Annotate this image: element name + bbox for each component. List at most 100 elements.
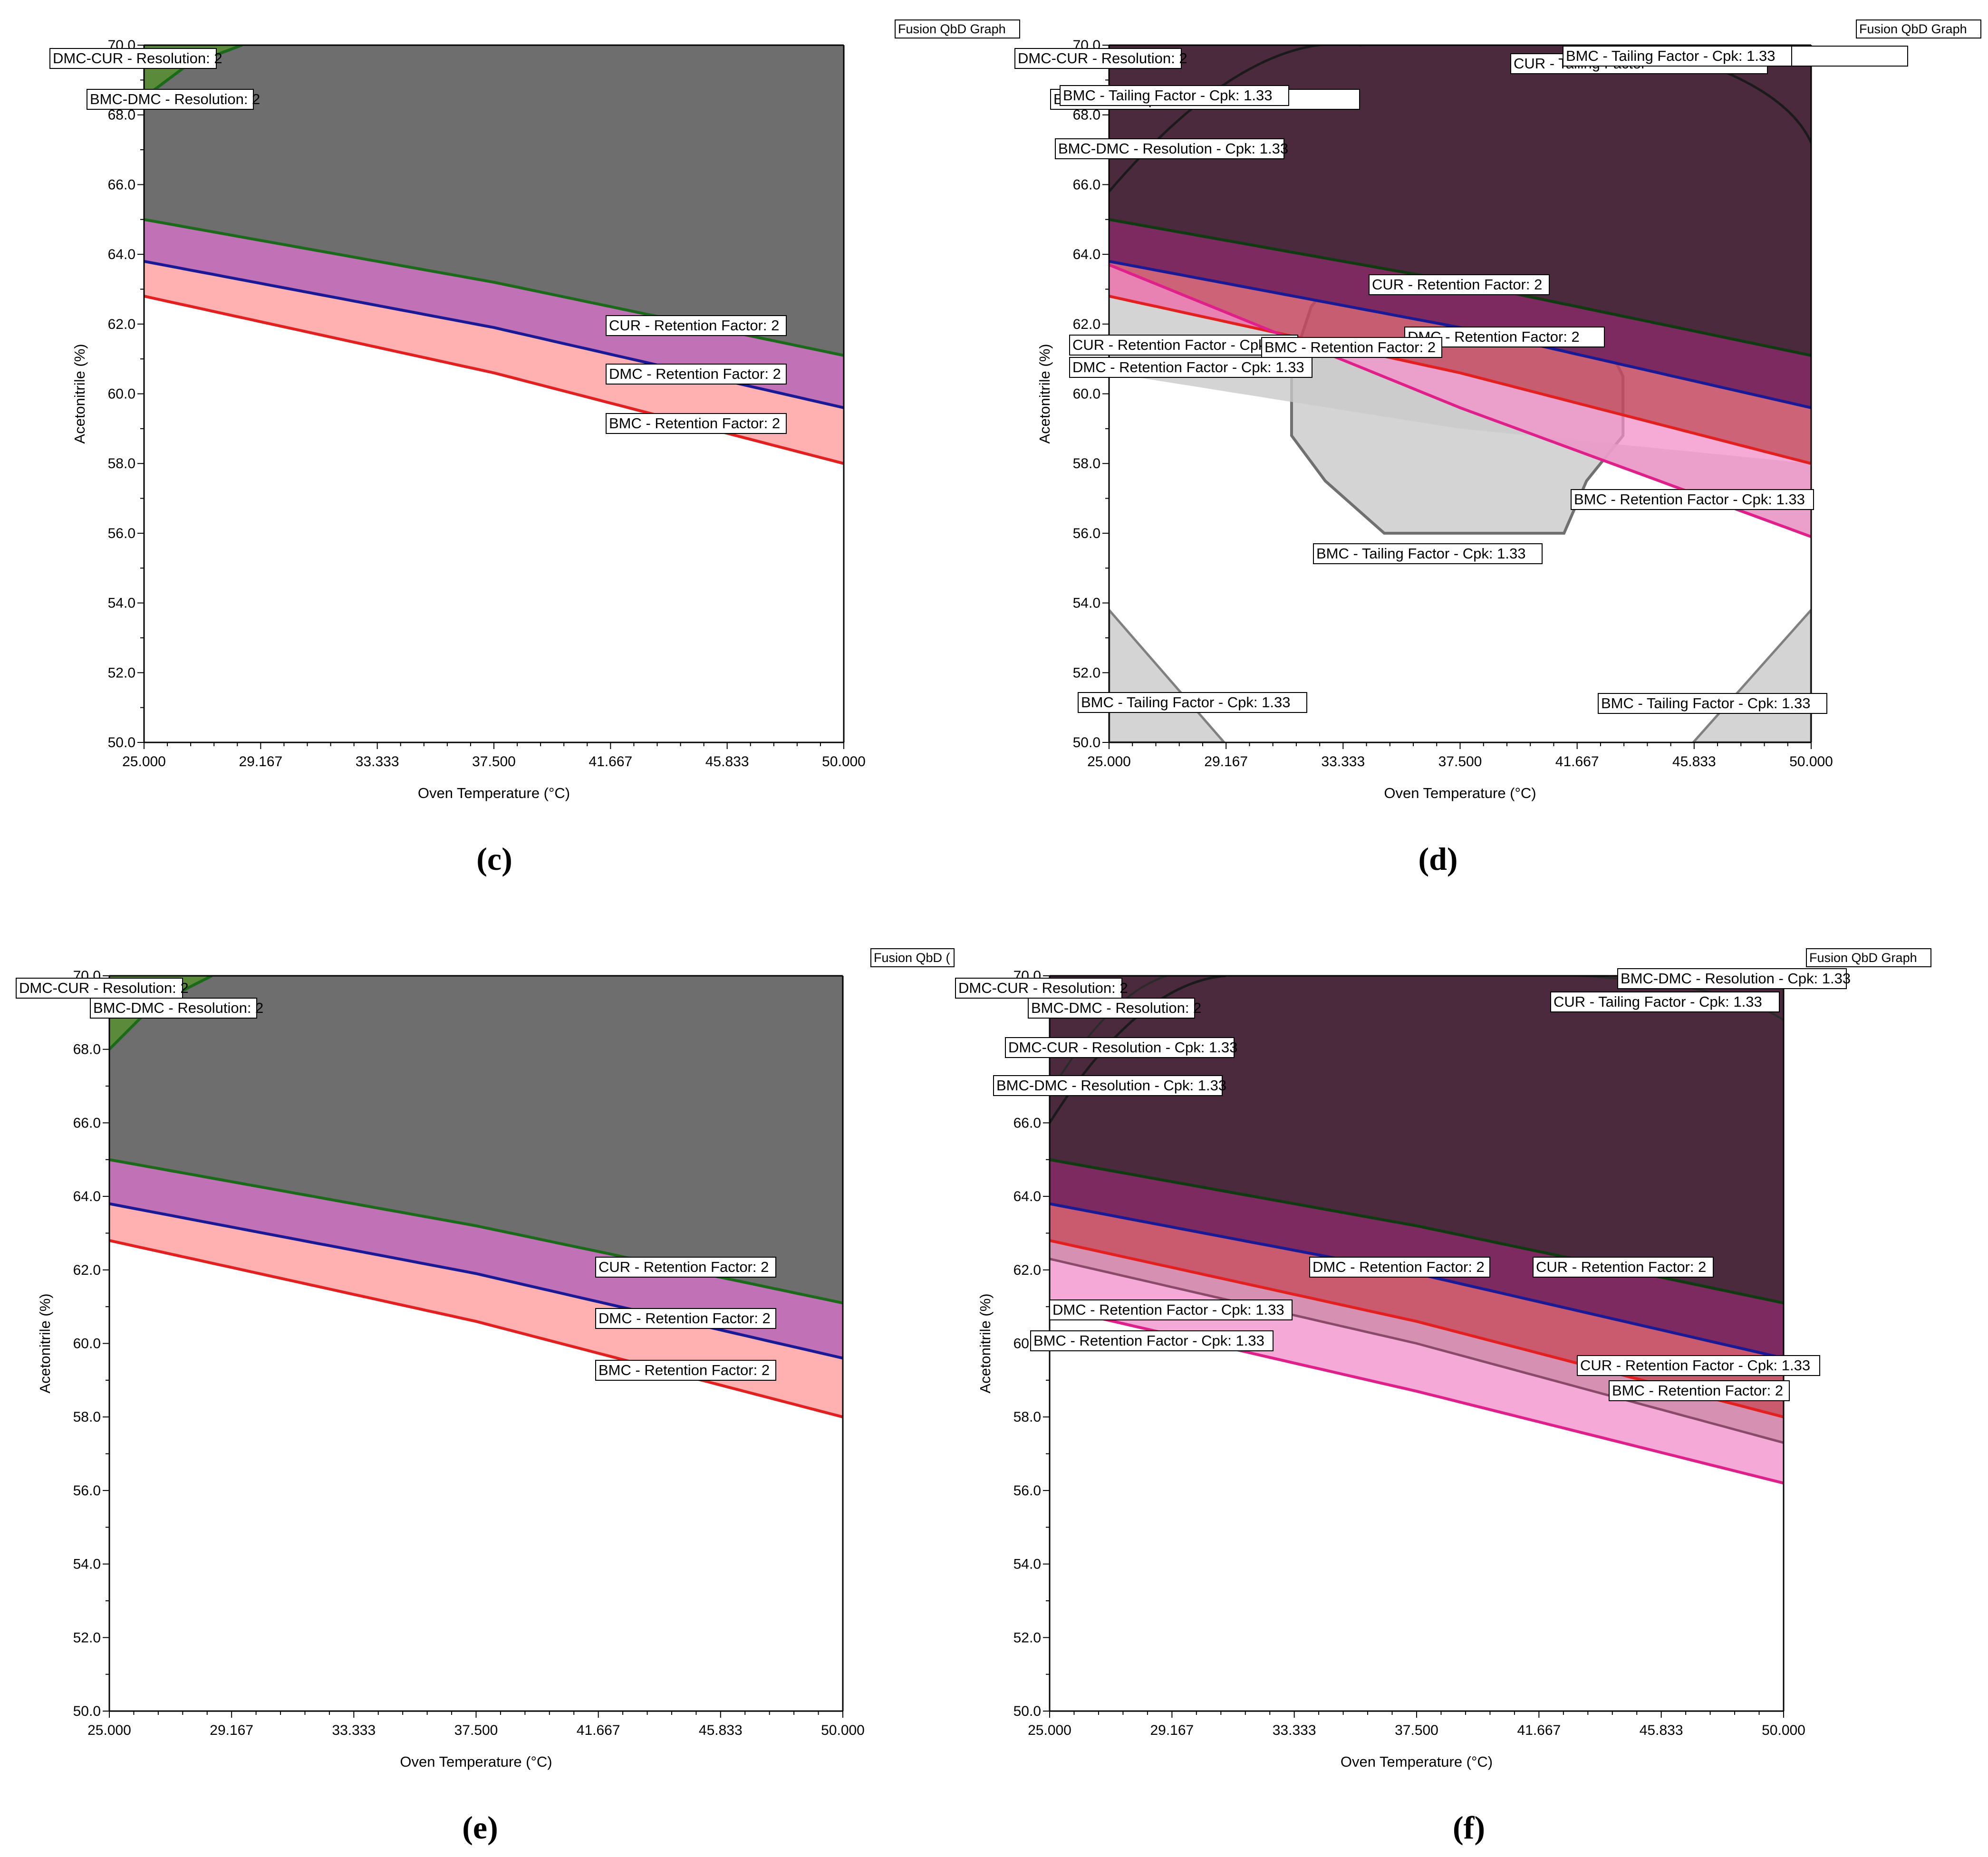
label-box <box>606 315 787 336</box>
label-box <box>1014 48 1182 69</box>
label-box <box>90 998 257 1019</box>
series-line-dmc-rf-cpk <box>1050 1258 1784 1444</box>
x-tick-label: 50.000 <box>1789 754 1833 770</box>
plot-area <box>109 976 843 1711</box>
label-box <box>1005 1037 1235 1058</box>
y-tick-label: 54.0 <box>1073 596 1100 611</box>
label-text: BMC-DMC - Resolution: 2 <box>93 1000 263 1016</box>
y-tick-label: 50.0 <box>73 1703 101 1719</box>
label-box <box>1261 337 1442 358</box>
band-dmc-bmc <box>144 261 844 464</box>
band-bmc-cpk <box>1109 265 1811 537</box>
y-tick-label: 64.0 <box>108 247 135 262</box>
label-text: BMC-DMC - Resolution: 2 <box>1031 1000 1201 1016</box>
y-tick-label: 52.0 <box>1073 665 1100 681</box>
y-tick-label: 58.0 <box>108 456 135 471</box>
label-dmc-cur-resolution: DMC-CUR - Resolution: 2 <box>16 978 189 999</box>
x-tick-label: 29.167 <box>1204 754 1248 770</box>
band-cur-dmc <box>1109 219 1811 408</box>
label-box <box>1571 489 1814 510</box>
label-bmc-dmc-resolution-cpk-2: BMC-DMC - Resolution - Cpk: 1.33 <box>1617 968 1851 989</box>
label-text: BMC-DMC - Resolution - Cpk: 1.33 <box>1621 970 1851 987</box>
x-tick-label: 50.000 <box>1762 1722 1805 1738</box>
label-text: DMC - Retention Factor: 2 <box>609 366 781 382</box>
label-box <box>49 48 217 69</box>
x-tick-label: 50.000 <box>821 1722 865 1738</box>
x-tick-label: 45.833 <box>699 1722 743 1738</box>
label-text: BMC-DMC - Resolution - Cpk: 1.33 <box>1058 140 1288 157</box>
software-tag-text: Fusion QbD Graph <box>898 22 1006 36</box>
x-tick-label: 33.333 <box>1273 1722 1316 1738</box>
label-text: BMC - Retention Factor - Cpk: 1.33 <box>1033 1332 1264 1349</box>
label-box <box>1609 1380 1790 1401</box>
x-tick-label: 45.833 <box>705 754 749 770</box>
x-tick-label: 29.167 <box>1150 1722 1194 1738</box>
y-tick-label: 50.0 <box>108 735 135 750</box>
x-tick-label: 33.333 <box>1321 754 1365 770</box>
label-box <box>1550 991 1780 1012</box>
plot-area <box>144 45 844 742</box>
software-tag-box <box>1856 19 1981 38</box>
label-box <box>1055 138 1284 159</box>
label-text: DMC - Retention Factor: 2 <box>1312 1259 1485 1275</box>
fail-region-maroon <box>1109 45 1811 356</box>
label-bmc-dmc-resolution-cpk: BMC-DMC - Resolution - Cpk: 1.33 <box>993 1075 1226 1096</box>
software-tag: Fusion QbD Graph <box>1856 19 1981 38</box>
label-cur-retention-cpk: CUR - Retention Factor - Cpk: 1.33 <box>1577 1355 1820 1376</box>
software-tag-text: Fusion QbD Graph <box>1809 951 1917 965</box>
y-axis-label: Acetonitrile (%) <box>37 1293 53 1393</box>
label-bmc-retention-cpk: BMC - Retention Factor - Cpk: 1.33 <box>1030 1330 1274 1351</box>
y-tick-label: 52.0 <box>1013 1630 1041 1645</box>
panel-caption: (c) <box>476 841 512 877</box>
band-dmc-bmc <box>1109 261 1811 464</box>
panel-caption: (f) <box>1453 1809 1485 1846</box>
chart-panel-d: 50.0 52.0 54.0 56.0 58.0 60.0 62.0 64.0 66.0 68.0… <box>1014 19 1981 877</box>
label-text: CUR - Retention Factor: 2 <box>1372 276 1542 293</box>
x-tick-label: 37.500 <box>1395 1722 1438 1738</box>
x-axis-label: Oven Temperature (°C) <box>400 1753 552 1770</box>
label-box <box>1060 85 1289 106</box>
x-tick-label: 37.500 <box>1438 754 1482 770</box>
fail-region-gray <box>109 976 843 1303</box>
label-text: BMC-DMC - Resolution - Cpk: 1.33 <box>996 1077 1226 1094</box>
y-tick-label: 54.0 <box>73 1557 101 1572</box>
label-bmc-dmc-resolution-cpk: BMC-DMC - Resolution - Cpk: 1.33 <box>1055 138 1288 159</box>
label-box <box>1049 1299 1293 1320</box>
x-tick-label: 29.167 <box>239 754 282 770</box>
y-tick-label: 60.0 <box>73 1336 101 1352</box>
y-tick-label: 66.0 <box>73 1115 101 1131</box>
y-tick-label: 62.0 <box>1073 317 1100 332</box>
label-text: CUR - Retention Factor: 2 <box>598 1259 769 1275</box>
label-box <box>595 1257 776 1278</box>
label-bmc-tailing-2: BMC - Tailing Factor - Cpk: 1.33 <box>1563 46 1792 67</box>
label-text: BMC - Retention Factor: 2 <box>598 1362 770 1378</box>
x-tick-label: 33.333 <box>332 1722 376 1738</box>
y-tick-label: 58.0 <box>73 1409 101 1425</box>
label-text: DMC - Retention Factor - Cpk: 1.33 <box>1052 1301 1284 1318</box>
chart-panel-e: 50.0 52.0 54.0 56.0 58.0 60.0 62.0 64.0 66.0 68.0… <box>16 948 955 1846</box>
label-box <box>595 1360 776 1381</box>
y-tick-label: 62.0 <box>108 317 135 332</box>
label-text: BMC - Retention Factor: 2 <box>609 415 780 432</box>
label-text: CUR - Retention Factor: 2 <box>1536 1259 1706 1275</box>
label-cur-tailing-cpk: CUR - Tailing Factor - Cpk: 1.33 <box>1550 991 1780 1012</box>
label-box <box>1028 998 1195 1019</box>
label-box <box>1598 693 1827 714</box>
label-dmc-retention: DMC - Retention Factor: 2 <box>606 364 787 385</box>
x-tick-label: 45.833 <box>1672 754 1716 770</box>
label-text: CUR - Retention Factor - Cpk: 1.33 <box>1580 1357 1810 1374</box>
series-line-bmc-rf <box>109 1239 843 1419</box>
label-dmc-retention: DMC - Retention Factor: 2 <box>1309 1257 1490 1278</box>
y-axis-label: Acetonitrile (%) <box>977 1293 994 1393</box>
y-tick-label: 68.0 <box>73 1042 101 1058</box>
y-tick-label: 58.0 <box>1013 1409 1041 1425</box>
label-dmc-cur-resolution: DMC-CUR - Resolution: 2 <box>955 978 1128 999</box>
chart-panel-f: 50.052.054.056.058.060.062.064.066.068.0… <box>955 948 1931 1846</box>
x-tick-label: 41.667 <box>589 754 632 770</box>
label-text: DMC - Retention Factor: 2 <box>598 1310 771 1327</box>
label-cur-retention: CUR - Retention Factor: 2 <box>606 315 787 336</box>
y-tick-label: 56.0 <box>108 526 135 541</box>
label-cur-retention-cpk: CUR - Retention Factor - Cpk: 1.33 <box>1069 335 1303 356</box>
label-box <box>16 978 183 999</box>
x-tick-label: 41.667 <box>1555 754 1599 770</box>
